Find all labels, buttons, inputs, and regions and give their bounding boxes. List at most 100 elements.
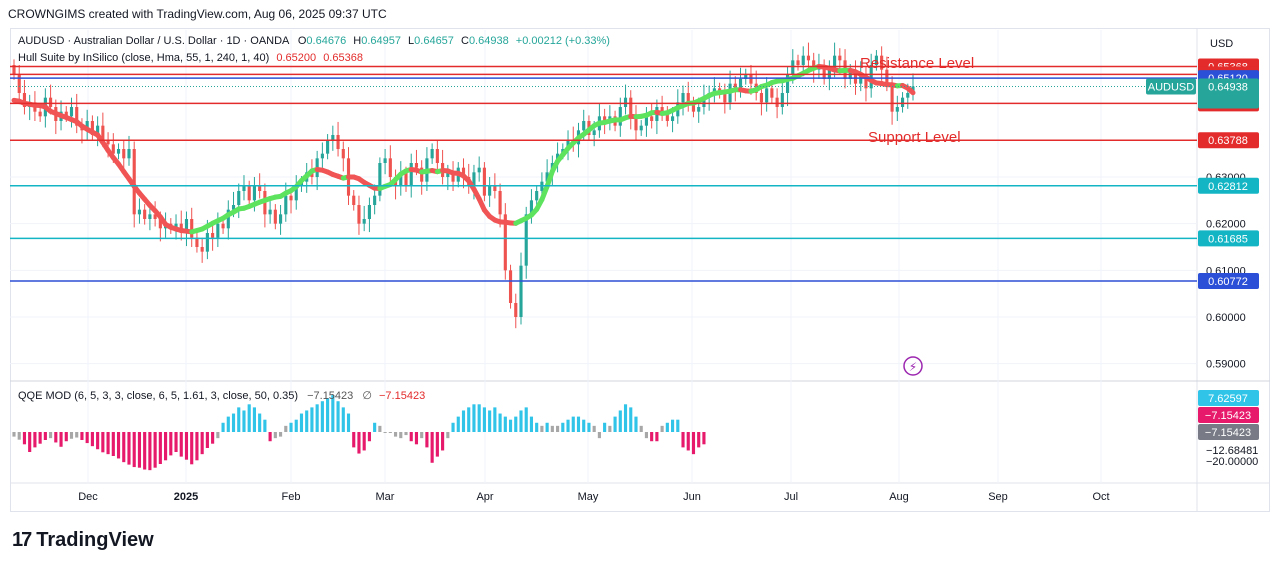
qqe-bar <box>550 425 554 432</box>
qqe-bar <box>216 432 220 439</box>
qqe-bar <box>393 432 398 437</box>
qqe-bar <box>242 410 246 432</box>
candle-body <box>237 191 241 205</box>
qqe-bar <box>503 416 507 432</box>
candle-body <box>273 209 277 224</box>
qqe-bar <box>96 432 100 450</box>
candle-body <box>780 93 784 107</box>
candle-body <box>592 130 596 135</box>
candle-body <box>122 149 126 159</box>
qqe-bar <box>608 425 612 432</box>
candle-body <box>874 55 878 65</box>
qqe-bar <box>435 432 439 457</box>
candle-body <box>775 97 779 107</box>
candle-body <box>650 116 654 121</box>
candle-body <box>362 219 366 224</box>
candle-body <box>284 195 288 215</box>
close-label: C <box>460 35 469 47</box>
qqe-bar <box>158 432 162 464</box>
resistance-annotation: Resistance Level <box>860 55 974 72</box>
level-price-tag <box>1198 177 1259 194</box>
candle-body <box>85 121 89 131</box>
candle-body <box>331 135 335 140</box>
qqe-bar <box>28 432 32 452</box>
candle-body <box>712 88 716 93</box>
candle-body <box>524 214 528 266</box>
candle-body <box>17 74 21 93</box>
qqe-value-label: −7.15423 <box>1205 410 1251 422</box>
qqe-bar <box>106 432 110 455</box>
candle-body <box>838 55 842 61</box>
candle-body <box>430 149 434 159</box>
qqe-bar <box>644 432 649 439</box>
x-tick-label: Aug <box>889 491 909 503</box>
qqe-bar <box>373 422 377 432</box>
candle-body <box>514 303 518 317</box>
candle-body <box>195 237 199 247</box>
tradingview-wordmark: TradingView <box>36 529 154 551</box>
qqe-bar <box>305 410 309 432</box>
qqe-indicator-name: QQE MOD (6, 5, 3, 3, close, 6, 5, 1.61, … <box>18 390 299 402</box>
candle-body <box>153 214 157 219</box>
currency-label[interactable]: USD <box>1210 38 1234 50</box>
level-price-tag <box>1198 272 1259 289</box>
qqe-bar <box>352 432 356 448</box>
qqe-bar <box>655 432 659 442</box>
candle-body <box>111 144 115 154</box>
qqe-bar <box>571 416 575 432</box>
candle-body <box>451 172 455 182</box>
candle-body <box>806 55 811 61</box>
qqe-bar <box>425 432 429 448</box>
level-price-label: 0.62812 <box>1208 181 1248 193</box>
lightning-icon <box>903 356 923 376</box>
candle-body <box>190 219 194 238</box>
candle-body <box>864 74 868 89</box>
qqe-bar <box>488 410 492 432</box>
candle-body <box>801 55 805 65</box>
candle-body <box>341 149 345 159</box>
candle-body <box>101 125 105 140</box>
candle-body <box>723 93 727 103</box>
candle-body <box>519 265 523 317</box>
candle-body <box>697 107 701 112</box>
candle-body <box>158 219 162 229</box>
candle-body <box>148 214 152 219</box>
qqe-bar <box>211 432 215 444</box>
qqe-bar <box>226 416 230 432</box>
candle-body <box>388 158 392 177</box>
candle-body <box>373 195 377 205</box>
qqe-bar <box>634 416 638 432</box>
qqe-value-tag <box>1198 407 1259 423</box>
candle-body <box>702 97 706 107</box>
x-tick-label: May <box>578 491 599 503</box>
candle-body <box>744 74 748 79</box>
qqe-bar <box>237 407 241 432</box>
qqe-bar <box>299 413 304 432</box>
qqe-bar <box>597 432 601 439</box>
qqe-bar <box>420 432 424 439</box>
candle-body <box>420 167 424 182</box>
qqe-bar <box>623 404 628 432</box>
candle-body <box>535 191 539 201</box>
candle-body <box>665 111 669 121</box>
x-tick-label: Oct <box>1092 491 1109 503</box>
qqe-bar <box>346 413 351 432</box>
qqe-bar <box>639 425 643 432</box>
candle-body <box>634 116 638 131</box>
qqe-bar <box>33 432 37 448</box>
candle-body <box>785 74 790 93</box>
qqe-bar <box>676 419 680 432</box>
support-annotation: Support Level <box>868 129 961 146</box>
candle-body <box>749 74 753 84</box>
candle-body <box>64 111 68 117</box>
candle-body <box>488 186 492 196</box>
qqe-bar <box>294 419 298 432</box>
qqe-bar <box>582 419 586 432</box>
current-price-label: 0.64938 <box>1208 81 1248 93</box>
candle-body <box>644 116 649 126</box>
candle-body <box>137 209 142 215</box>
candle-body <box>482 167 486 196</box>
qqe-bar <box>414 432 419 445</box>
qqe-bar <box>498 413 502 432</box>
